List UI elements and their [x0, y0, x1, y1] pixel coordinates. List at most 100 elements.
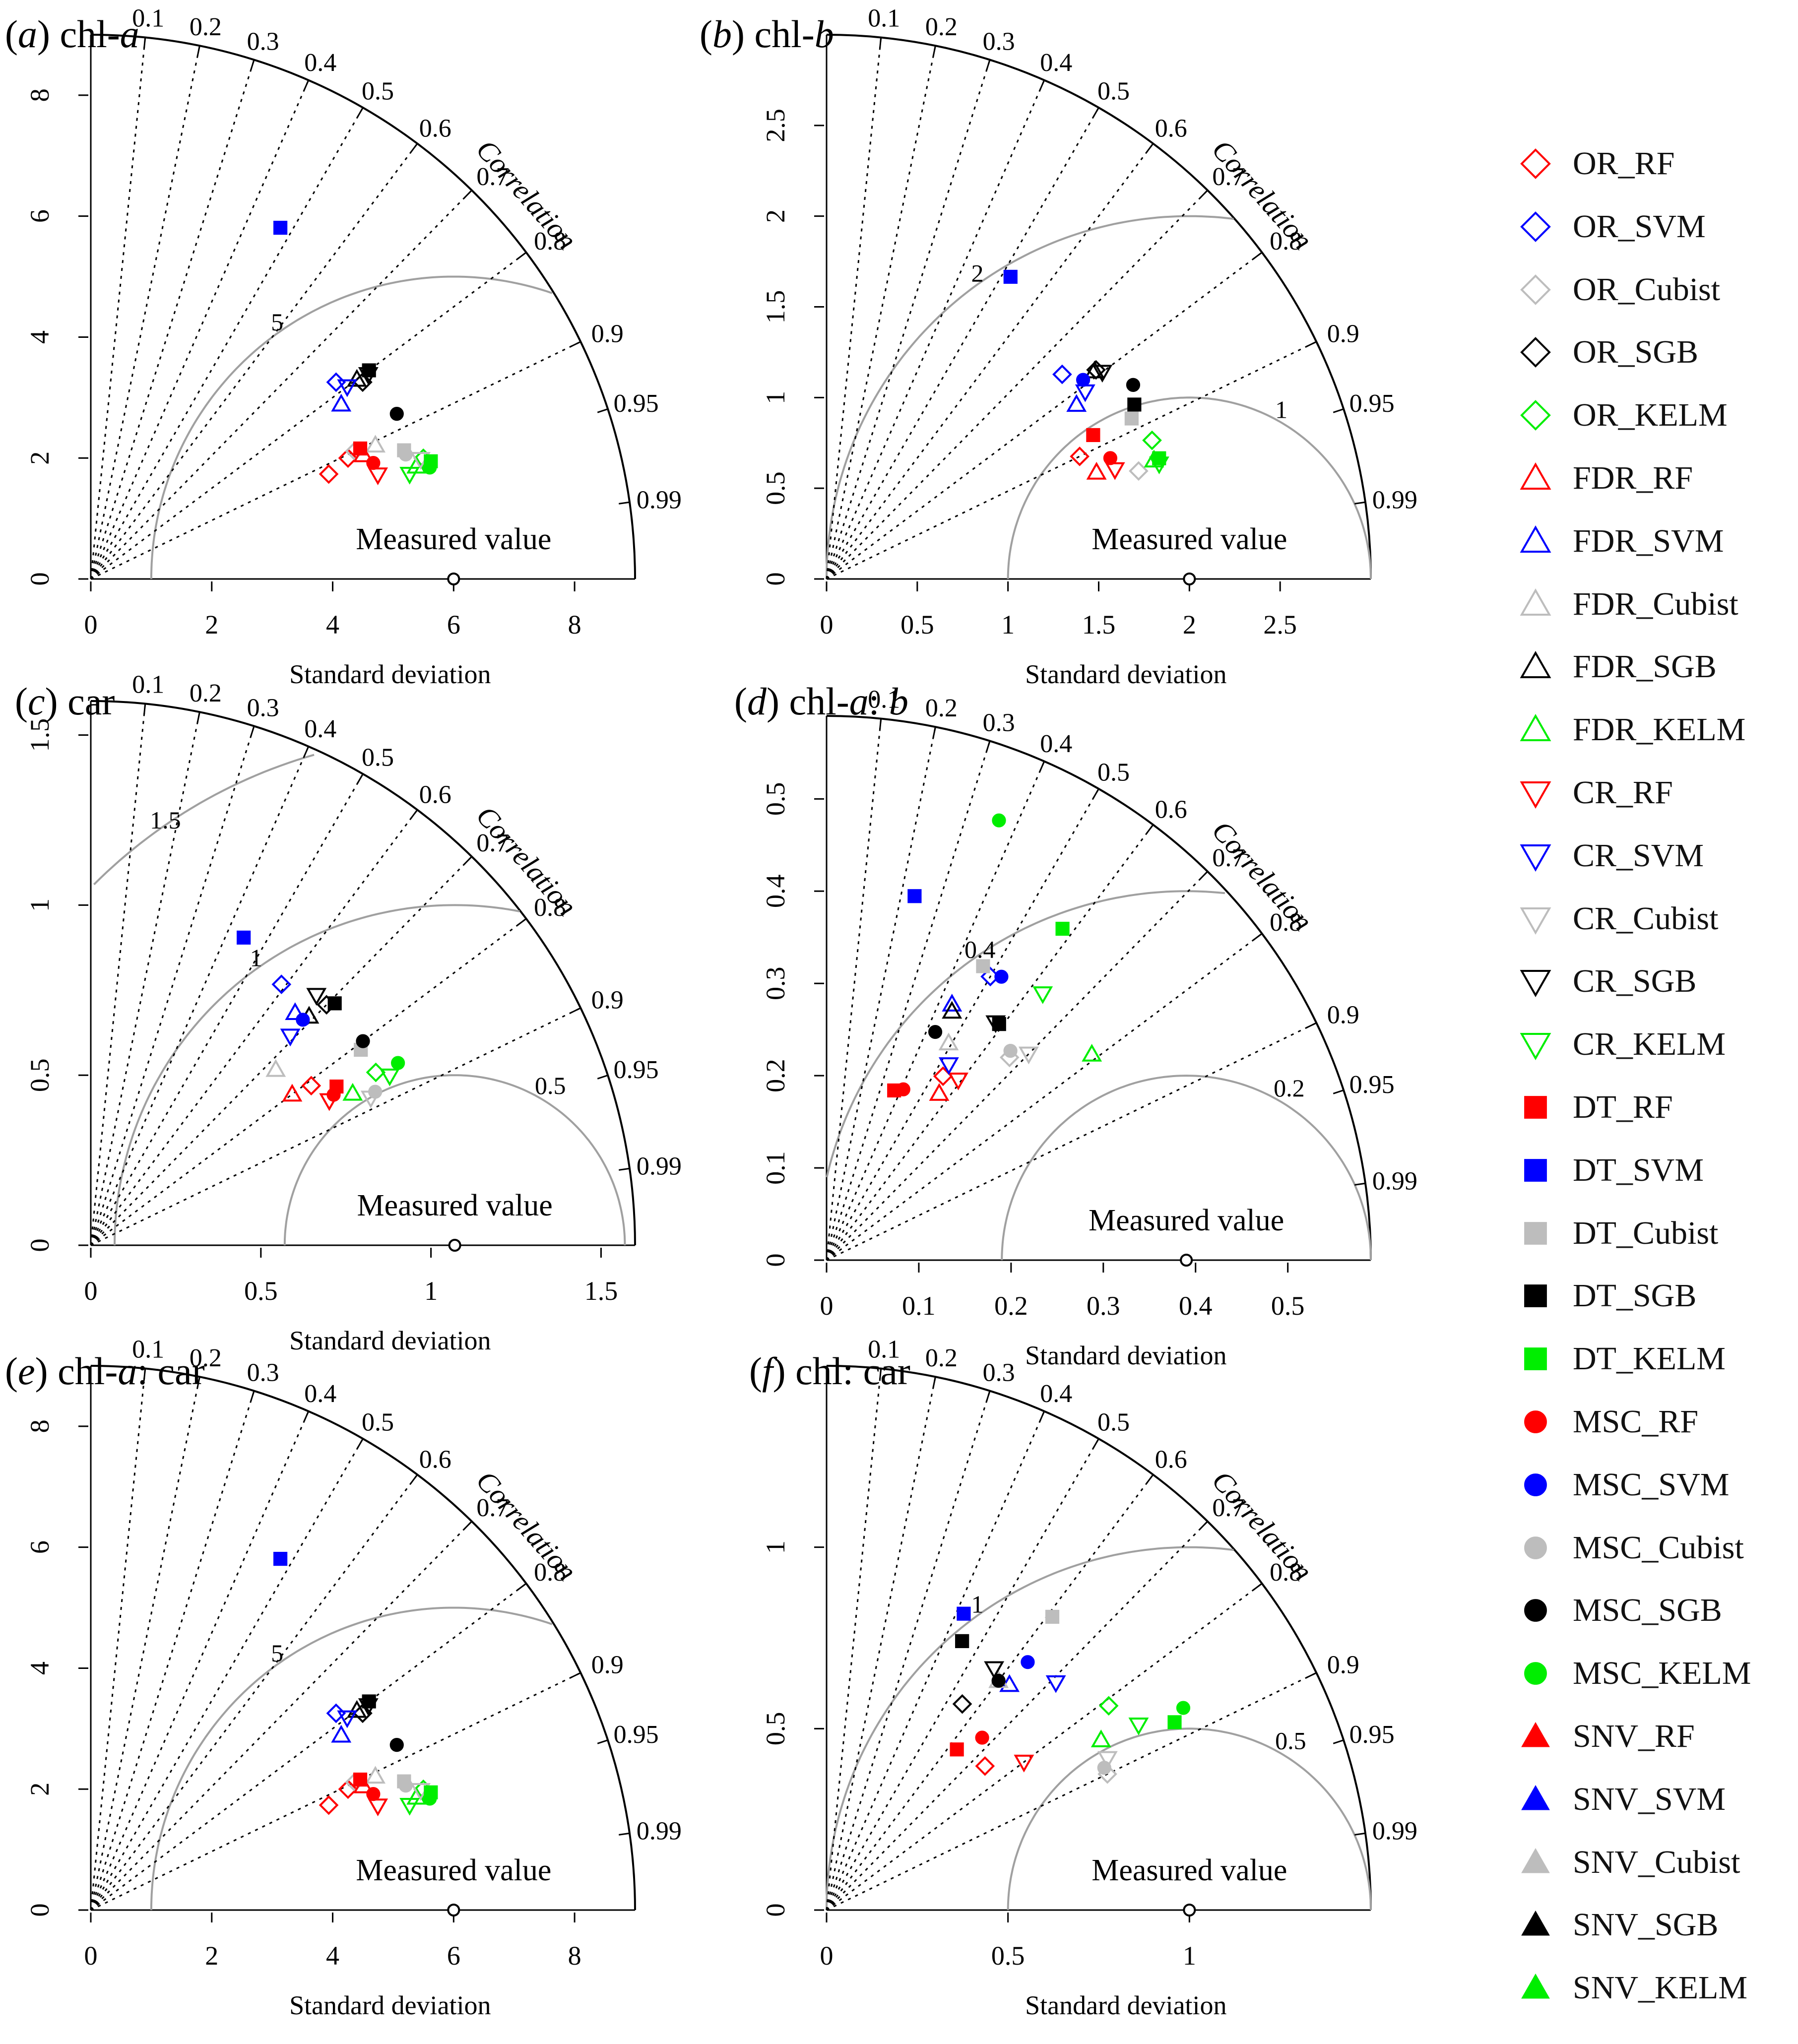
- legend-marker: [1520, 525, 1551, 553]
- data-point: [285, 1002, 306, 1021]
- y-tick-label: 0: [761, 1254, 790, 1267]
- correlation-tick-label: 0.1: [868, 686, 900, 714]
- correlation-tick: [1253, 1583, 1263, 1591]
- correlation-ray: [826, 60, 991, 579]
- data-point: [907, 889, 922, 903]
- legend-marker-icon: [1520, 274, 1551, 305]
- correlation-tick-label: 0.3: [983, 27, 1015, 56]
- panel-title: (d) chl-a: b: [734, 680, 908, 723]
- correlation-tick: [357, 1438, 364, 1449]
- legend-label: FDR_Cubist: [1573, 585, 1738, 622]
- legend-marker: [1524, 1096, 1547, 1119]
- legend-label: FDR_SVM: [1573, 522, 1724, 559]
- correlation-ray: [90, 190, 472, 580]
- data-point: [992, 1017, 1006, 1031]
- legend-marker-icon: [1524, 1662, 1547, 1685]
- legend-label: CR_KELM: [1573, 1026, 1726, 1063]
- correlation-ray: [90, 1672, 581, 1911]
- legend-item: SNV_KELM: [1508, 1963, 1786, 2013]
- legend-marker-icon: [1520, 337, 1551, 368]
- legend-item: DT_KELM: [1508, 1334, 1786, 1384]
- data-point: [1045, 1609, 1060, 1624]
- correlation-tick: [250, 60, 255, 70]
- correlation-ray: [90, 1521, 472, 1911]
- correlation-tick: [303, 746, 310, 757]
- data-point: [368, 1085, 383, 1099]
- correlation-tick: [619, 501, 630, 505]
- legend-label: MSC_RF: [1573, 1404, 1699, 1440]
- rmse-arc-label: 1: [1275, 395, 1287, 423]
- data-point: [301, 1076, 321, 1096]
- data-point: [1129, 461, 1149, 481]
- correlation-tick-label: 0.9: [591, 986, 624, 1014]
- correlation-ray: [826, 933, 1263, 1261]
- panel-title: (e) chl-a: car: [5, 1349, 205, 1393]
- legend-label: CR_Cubist: [1573, 900, 1719, 937]
- outer-arc: [90, 700, 636, 1246]
- data-point: [1176, 1701, 1191, 1715]
- correlation-tick-label: 0.9: [1327, 1651, 1359, 1679]
- data-point: [362, 363, 376, 378]
- data-point: [952, 1694, 972, 1714]
- correlation-tick-label: 0.99: [637, 1817, 682, 1846]
- y-tick-label: 0: [761, 573, 790, 586]
- legend-item: MSC_SVM: [1508, 1460, 1786, 1510]
- correlation-ray: [90, 107, 364, 579]
- legend-marker: [1520, 274, 1551, 305]
- legend-item: FDR_SVM: [1508, 516, 1786, 566]
- rmse-arc-label: 0.5: [535, 1072, 566, 1099]
- correlation-tick-label: 0.1: [132, 1336, 164, 1364]
- data-point: [365, 435, 386, 453]
- data-point: [389, 407, 404, 421]
- data-point: [1075, 384, 1095, 402]
- correlation-ray: [826, 1410, 1045, 1911]
- y-tick-label: 2: [761, 209, 790, 223]
- data-point: [896, 1082, 910, 1096]
- legend-item: DT_SGB: [1508, 1271, 1786, 1321]
- data-point: [1091, 1729, 1111, 1747]
- legend-marker: [1521, 1848, 1550, 1873]
- correlation-ray: [826, 1376, 936, 1911]
- data-point: [331, 1725, 352, 1743]
- correlation-ray: [90, 45, 200, 579]
- data-point: [1092, 365, 1113, 383]
- correlation-tick: [1146, 824, 1154, 834]
- correlation-tick-label: 0.4: [304, 49, 336, 77]
- correlation-tick: [570, 1007, 581, 1014]
- panel-title: (f) chl: car: [749, 1349, 910, 1393]
- legend-marker: [1524, 1284, 1547, 1308]
- correlation-tick: [932, 1376, 936, 1388]
- x-tick-label: 1: [424, 1276, 438, 1306]
- x-tick-label: 2.5: [1263, 610, 1297, 639]
- data-point: [389, 1738, 404, 1752]
- correlation-tick: [1039, 1410, 1045, 1422]
- y-tick-label: 0.5: [761, 1712, 790, 1746]
- correlation-tick: [517, 918, 527, 926]
- x-tick-label: 0.5: [900, 610, 934, 639]
- legend-marker-icon: [1520, 907, 1551, 935]
- data-point: [342, 1083, 363, 1101]
- correlation-tick: [986, 1391, 991, 1402]
- data-point: [296, 1013, 310, 1027]
- correlation-tick: [250, 726, 255, 737]
- legend-label: CR_SGB: [1573, 963, 1697, 1000]
- correlation-tick-label: 0.8: [1270, 908, 1302, 937]
- correlation-tick-label: 0.99: [1372, 486, 1417, 514]
- legend-item: MSC_SGB: [1508, 1586, 1786, 1635]
- correlation-tick-label: 0.95: [614, 389, 659, 418]
- data-point: [942, 994, 963, 1012]
- correlation-tick: [1253, 252, 1263, 260]
- correlation-tick: [879, 718, 882, 730]
- legend-marker-icon: [1524, 1410, 1547, 1433]
- data-point: [957, 1606, 971, 1621]
- data-point: [380, 1068, 400, 1086]
- correlation-ray: [826, 252, 1263, 580]
- legend-marker: [1524, 1473, 1547, 1496]
- rmse-arc-label: 1: [971, 1590, 983, 1618]
- x-tick-label: 1.5: [1082, 610, 1116, 639]
- correlation-tick-label: 0.7: [1212, 1494, 1244, 1522]
- correlation-tick-label: 0.4: [304, 1380, 336, 1408]
- correlation-tick-label: 0.5: [1097, 1408, 1130, 1436]
- data-point: [398, 447, 413, 462]
